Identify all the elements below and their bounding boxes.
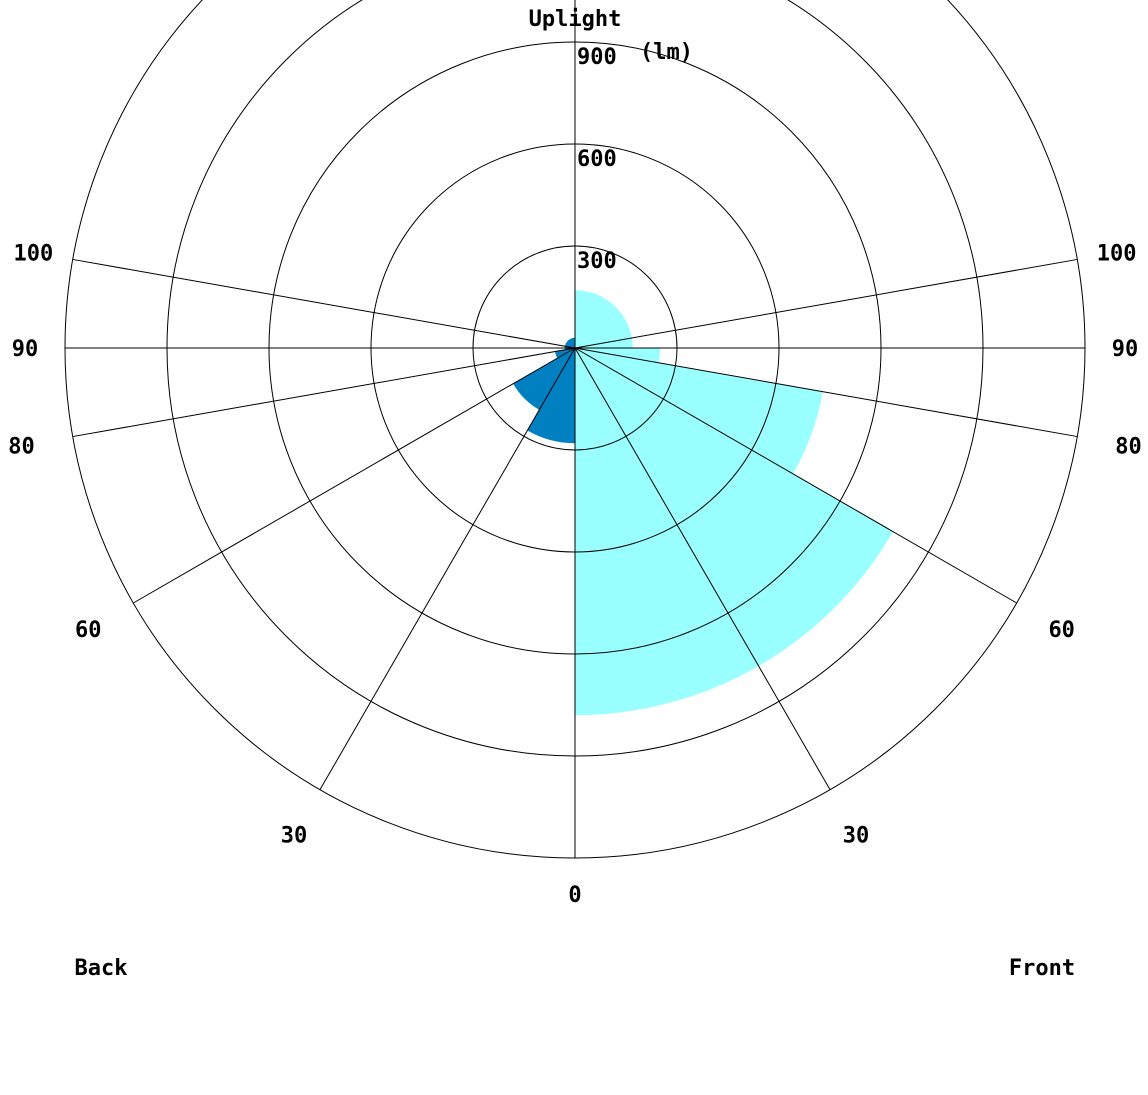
grid-layer [64,0,1086,859]
spoke-back-100 [72,258,576,349]
angle-tick-front-60: 60 [1048,618,1075,643]
wedge-right-0-30 [575,348,759,716]
wedge-left-30-60 [513,348,575,410]
angle-tick-back-80: 80 [8,435,35,460]
spoke-back-80 [72,347,576,438]
angle-tick-front-30: 30 [843,824,870,849]
spoke-front-60 [574,347,1017,604]
wedge-left-100-180 [564,337,575,348]
radial-tick-300: 300 [577,249,617,274]
side-label-front: Front [1009,956,1075,981]
angle-tick-front-90: 90 [1112,337,1139,362]
wedge-right-30-60 [575,348,893,666]
spoke-front-30 [574,347,831,790]
wedge-right-100-180 [575,290,632,348]
wedge-layer [513,290,893,716]
spoke-front-80 [574,347,1078,438]
angle-tick-front-100: 100 [1097,242,1137,267]
radial-unit-label: (lm) [640,40,693,65]
side-label-back: Back [75,956,128,981]
angle-tick-front-0: 0 [568,883,581,908]
angle-tick-front-80: 80 [1115,435,1142,460]
spoke-front-100 [574,258,1078,349]
angle-tick-back-30: 30 [281,824,308,849]
label-layer: Uplight Back Front (lm) 3006009001200150… [8,7,1142,981]
radial-tick-600: 600 [577,147,617,172]
wedge-right-60-80 [575,348,823,474]
spoke-back-30 [319,347,576,790]
chart-title: Uplight [529,7,622,32]
wedge-left-0-30 [527,348,575,444]
radial-tick-900: 900 [577,45,617,70]
angle-tick-back-100: 100 [14,242,54,267]
spoke-back-60 [133,347,576,604]
angle-tick-back-90: 90 [12,337,39,362]
angle-tick-back-60: 60 [75,618,102,643]
